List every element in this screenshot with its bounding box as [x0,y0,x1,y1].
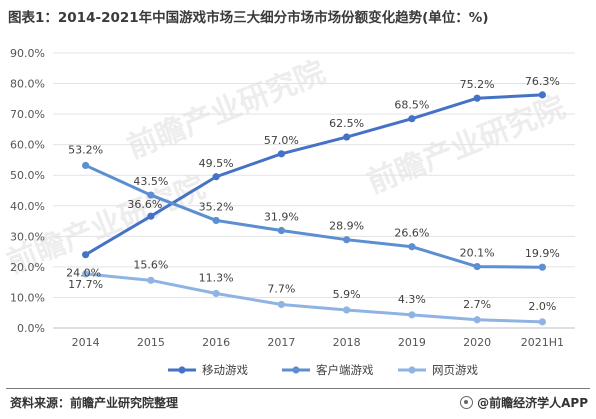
chart-title: 图表1：2014-2021年中国游戏市场三大细分市场市场份额变化趋势(单位：%) [8,10,489,26]
series-1-data-label: 75.2% [460,78,495,91]
series-2-point [212,216,220,225]
x-tick-label: 2015 [137,336,165,349]
series-line-2 [84,163,544,269]
series-1-point [473,94,481,102]
legend-label: 网页游戏 [432,363,478,377]
legend-label: 客户端游戏 [316,363,374,377]
series-3-point [82,270,90,278]
series-3-data-label: 4.3% [398,293,426,306]
series-2-point [538,263,546,271]
x-tick-label: 2020 [463,336,491,349]
y-tick-label: 80.0% [10,78,45,91]
series-1-data-label: 68.5% [394,99,429,112]
series-1-data-label: 62.5% [329,117,364,130]
series-1-data-label: 24.0% [66,267,101,280]
y-tick-label: 90.0% [10,47,45,60]
series-1-data-label: 36.6% [127,198,162,211]
series-3-data-label: 2.0% [528,300,556,313]
series-2-point [408,243,416,251]
series-3-data-label: 7.7% [267,282,295,295]
source-note: 资料来源：前瞻产业研究院整理 [10,396,179,410]
series-3-point [212,289,220,298]
series-2-point [473,262,481,271]
y-tick-label: 70.0% [10,108,45,121]
x-tick-label: 2018 [333,336,361,349]
series-2-point [147,191,155,199]
x-axis-ticks: 2014 2015 2016 2017 2018 2019 2020 2021H1 [72,336,564,349]
series-3-point [473,316,481,324]
series-3-point [147,276,155,284]
series-2-point [277,226,285,235]
series-2-data-label: 28.9% [329,220,364,233]
legend: 移动游戏 客户端游戏 网页游戏 [168,363,478,377]
series-1-point [82,251,90,259]
series-layer [82,91,546,326]
series-2-point [82,161,90,170]
series-1-data-label: 76.3% [525,75,560,88]
series-3-point [538,318,546,326]
series-3-point [408,311,416,319]
series-2-data-label: 53.2% [68,143,103,156]
series-2-data-label: 26.6% [394,227,429,240]
series-3-data-label: 11.3% [199,271,234,284]
series-1-point [408,115,416,123]
series-2-point [343,236,351,244]
series-3-data-label: 5.9% [333,288,361,301]
x-tick-label: 2016 [202,336,230,349]
series-2-data-label: 31.9% [264,211,299,224]
series-1-point [538,91,546,99]
series-3-data-label: 15.6% [133,258,168,271]
series-3-data-label: 17.7% [68,278,103,291]
data-labels: 24.0% 36.6% 49.5% 57.0% 62.5% 68.5% 75.2% 76.3%… [66,75,560,313]
series-3-point [343,306,351,314]
series-1-point [147,212,155,220]
series-3-data-label: 2.7% [463,298,491,311]
series-2-data-label: 19.9% [525,247,560,260]
x-tick-label: 2017 [267,336,295,349]
brand-credit: @前瞻经济学人APP [460,394,588,411]
series-1-point [343,133,351,141]
y-tick-label: 60.0% [10,139,45,152]
x-tick-label: 2014 [72,336,100,349]
legend-swatch-marker [408,366,416,374]
grid-layer [53,52,575,329]
brand-logo-icon [460,396,474,409]
legend-label: 移动游戏 [202,363,248,377]
series-line-3 [84,272,544,324]
series-1-data-label: 57.0% [264,134,299,147]
x-tick-label: 2021H1 [521,336,564,349]
y-tick-label: 10.0% [10,291,45,304]
series-1-data-label: 49.5% [199,157,234,170]
footer-divider [6,388,590,389]
series-line-1 [84,93,544,257]
x-tick-label: 2019 [398,336,426,349]
legend-swatch-marker [178,366,186,374]
y-tick-label: 0.0% [17,322,45,335]
series-1-point [212,173,220,181]
y-axis-ticks: 0.0% 10.0% 20.0% 30.0% 40.0% 50.0% 60.0% 70.0% 8… [10,47,45,335]
y-tick-label: 40.0% [10,200,45,213]
brand-text: @前瞻经济学人APP [477,396,588,410]
series-1-point [277,150,285,158]
series-2-data-label: 43.5% [133,175,168,188]
y-tick-label: 20.0% [10,261,45,274]
y-tick-label: 30.0% [10,230,45,243]
legend-swatch-marker [292,366,300,374]
series-3-point [277,300,285,309]
series-2-data-label: 20.1% [460,247,495,260]
y-tick-label: 50.0% [10,169,45,182]
series-2-data-label: 35.2% [199,200,234,213]
